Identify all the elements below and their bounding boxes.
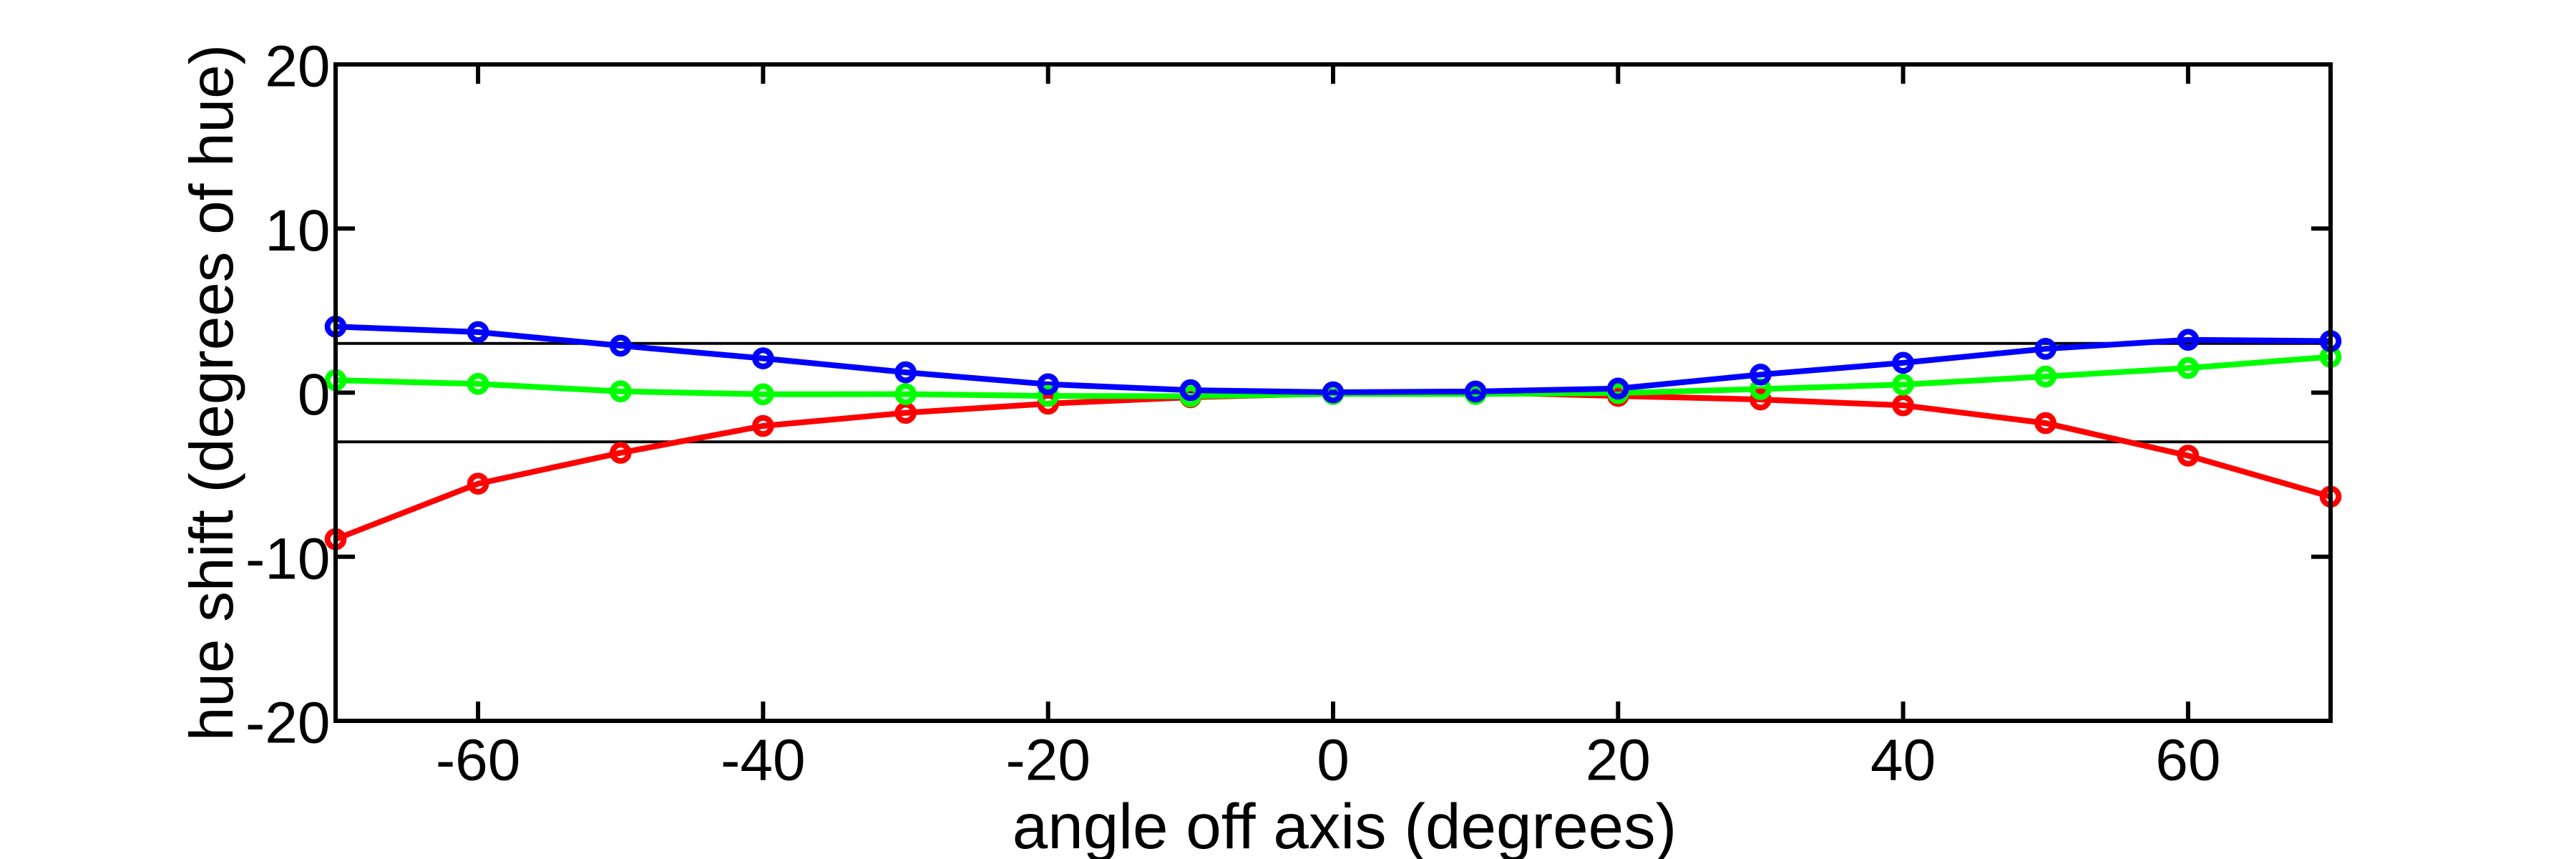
svg-text:20: 20	[265, 34, 330, 100]
svg-text:hue shift (degrees of hue): hue shift (degrees of hue)	[178, 44, 246, 741]
svg-text:10: 10	[265, 198, 330, 263]
svg-text:0: 0	[1317, 727, 1350, 792]
svg-text:20: 20	[1586, 727, 1651, 792]
svg-text:0: 0	[298, 362, 331, 427]
svg-text:-60: -60	[436, 727, 521, 792]
svg-text:-20: -20	[245, 691, 331, 756]
svg-text:-10: -10	[245, 527, 331, 592]
svg-text:-20: -20	[1005, 727, 1091, 792]
svg-text:40: 40	[1870, 727, 1936, 792]
svg-text:60: 60	[2155, 727, 2220, 792]
svg-text:-40: -40	[721, 727, 806, 792]
svg-text:angle off axis (degrees): angle off axis (degrees)	[1013, 790, 1677, 859]
